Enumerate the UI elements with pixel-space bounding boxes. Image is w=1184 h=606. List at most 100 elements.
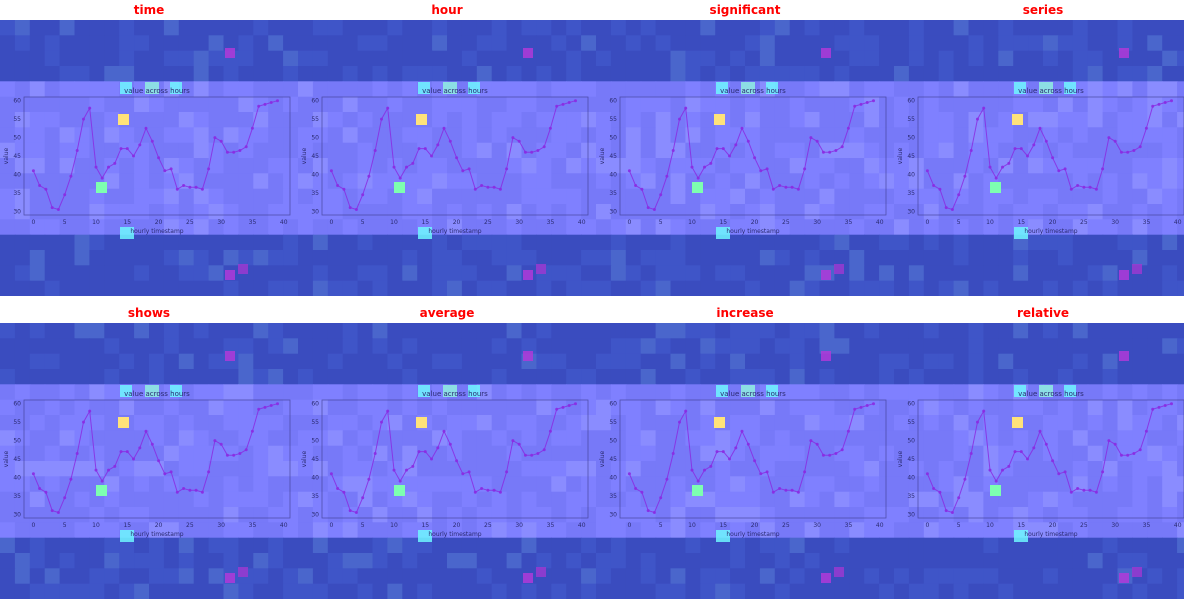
heat-cell (74, 81, 90, 98)
heat-cell (700, 338, 716, 355)
heat-cell (163, 553, 180, 569)
y-axis-label: value (301, 147, 308, 164)
heat-cell (44, 35, 61, 52)
heat-cell (476, 219, 493, 236)
heat-cell (700, 491, 716, 508)
heat-cell (581, 553, 596, 569)
heat-cell (819, 384, 835, 401)
heat-cell (1102, 415, 1119, 431)
heat-cell (759, 537, 776, 554)
heat-cell (506, 583, 523, 599)
heat-cell (804, 173, 821, 190)
data-point (696, 176, 700, 180)
heat-cell (521, 112, 537, 128)
data-point (423, 147, 427, 151)
heat-cell (506, 522, 523, 539)
heat-cell (640, 353, 657, 370)
heat-cell (178, 20, 195, 36)
heat-cell (283, 415, 298, 431)
heat-cell (551, 384, 567, 401)
heat-cell (0, 476, 16, 493)
heat-cell (685, 250, 701, 266)
heat-cell (879, 280, 894, 296)
heat-cell (44, 66, 61, 82)
heat-cell (700, 583, 716, 599)
heat-cell (819, 142, 835, 159)
data-point (859, 102, 863, 106)
heat-cell (89, 158, 105, 174)
heat-cell (178, 35, 195, 52)
y-axis-label: value (599, 450, 606, 467)
data-point (1076, 184, 1080, 187)
heat-cell (268, 522, 284, 539)
heat-cell (1072, 280, 1089, 296)
x-tick-label: 30 (515, 219, 523, 226)
heat-cell (327, 445, 344, 462)
data-point (100, 176, 104, 180)
data-point (455, 156, 459, 160)
heat-cell (14, 568, 31, 585)
heat-cell (163, 219, 180, 236)
heat-cell (29, 142, 46, 159)
data-point (69, 174, 73, 178)
y-tick-label: 45 (609, 153, 617, 160)
heat-cell (1162, 35, 1178, 52)
heat-cell (342, 491, 359, 508)
data-point (1051, 459, 1055, 463)
heat-cell (1132, 20, 1148, 36)
data-point (634, 487, 638, 490)
heat-cell (938, 568, 955, 585)
heat-cell (0, 353, 16, 370)
heat-cell (59, 491, 76, 508)
heat-cell (104, 66, 120, 82)
heat-cell (1162, 338, 1178, 355)
heat-cell (894, 188, 910, 205)
heat-cell (1087, 265, 1104, 282)
heat-cell (566, 81, 582, 98)
data-point (1157, 102, 1161, 106)
heat-cell (491, 553, 508, 569)
heat-cell (700, 507, 716, 523)
heat-cell (44, 127, 61, 144)
heat-cell (238, 35, 254, 52)
heat-cell (983, 323, 999, 339)
heat-cell (655, 491, 672, 508)
heat-cell (402, 353, 418, 370)
heat-cell (968, 553, 984, 569)
heat-cell (1072, 81, 1089, 98)
heat-cell (283, 476, 298, 493)
heat-cell (536, 219, 552, 236)
heat-cell (74, 280, 90, 296)
heat-cell (759, 96, 776, 113)
heat-hotspot (238, 264, 248, 274)
heat-cell (1177, 583, 1184, 599)
heat-cell (670, 338, 686, 355)
heat-cell (596, 430, 612, 447)
x-tick-label: 10 (688, 219, 696, 226)
x-tick-label: 30 (813, 219, 821, 226)
heat-cell (879, 415, 894, 431)
heat-cell (134, 173, 150, 190)
heat-cell (253, 507, 269, 523)
heat-cell (566, 50, 582, 67)
heat-cell (1043, 250, 1059, 266)
heat-cell (640, 507, 657, 523)
heat-cell (149, 250, 165, 266)
x-tick-label: 35 (249, 219, 257, 226)
heat-cell (0, 20, 16, 36)
heat-cell (208, 96, 225, 113)
data-point (696, 479, 700, 483)
heat-cell (149, 20, 165, 36)
heat-cell (208, 507, 225, 523)
heat-cell (0, 583, 16, 599)
heat-cell (491, 234, 508, 251)
heat-cell (953, 430, 970, 447)
heat-cell (238, 96, 254, 113)
heat-cell (193, 234, 210, 251)
heat-cell (1087, 537, 1104, 554)
heat-cell (879, 553, 894, 569)
heat-cell (670, 384, 686, 401)
data-point (257, 407, 261, 411)
heat-cell (491, 173, 508, 190)
y-axis-label: value (897, 450, 904, 467)
